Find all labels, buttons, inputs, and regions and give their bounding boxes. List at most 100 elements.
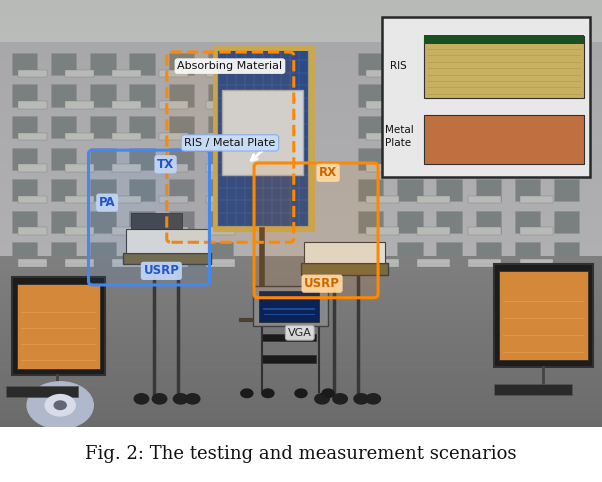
Bar xyxy=(366,259,399,267)
Bar xyxy=(554,84,579,107)
Bar xyxy=(51,242,76,265)
Circle shape xyxy=(54,401,66,410)
Bar xyxy=(206,69,235,77)
Bar xyxy=(159,196,188,203)
Bar xyxy=(129,179,155,201)
Bar xyxy=(112,133,141,140)
Bar xyxy=(129,242,155,265)
Bar xyxy=(366,196,399,203)
Bar xyxy=(554,147,579,170)
Bar xyxy=(417,101,450,109)
Bar xyxy=(358,53,383,75)
Bar xyxy=(90,53,116,75)
Bar xyxy=(65,259,94,267)
Bar xyxy=(476,84,501,107)
Bar xyxy=(159,228,188,235)
Bar xyxy=(397,211,423,233)
Circle shape xyxy=(27,382,93,428)
Bar xyxy=(424,115,584,164)
Circle shape xyxy=(295,389,307,398)
Bar xyxy=(436,53,462,75)
Bar xyxy=(112,228,141,235)
Bar xyxy=(476,147,501,170)
Bar xyxy=(520,228,553,235)
Bar xyxy=(366,69,399,77)
Bar xyxy=(476,179,501,201)
Bar xyxy=(436,84,462,107)
FancyBboxPatch shape xyxy=(88,150,209,285)
Bar xyxy=(515,211,540,233)
Bar xyxy=(51,211,76,233)
Bar xyxy=(468,228,501,235)
Bar xyxy=(397,179,423,201)
Bar xyxy=(417,259,450,267)
Bar xyxy=(262,312,316,320)
Text: PA: PA xyxy=(99,196,116,209)
Bar xyxy=(301,263,388,275)
Bar xyxy=(51,53,76,75)
Bar xyxy=(208,211,233,233)
Bar xyxy=(253,286,328,326)
Bar xyxy=(51,116,76,138)
Text: USRP: USRP xyxy=(304,277,340,290)
Bar xyxy=(12,53,37,75)
Bar xyxy=(129,147,155,170)
Bar xyxy=(520,164,553,172)
Bar xyxy=(112,196,141,203)
Bar xyxy=(206,101,235,109)
Bar xyxy=(515,84,540,107)
Bar xyxy=(424,35,584,44)
Bar xyxy=(51,84,76,107)
Bar xyxy=(520,101,553,109)
Bar xyxy=(90,211,116,233)
Circle shape xyxy=(173,394,188,404)
FancyBboxPatch shape xyxy=(167,52,294,242)
Bar xyxy=(515,179,540,201)
Bar xyxy=(169,147,194,170)
Bar xyxy=(520,133,553,140)
Bar xyxy=(417,196,450,203)
Bar xyxy=(18,196,47,203)
Circle shape xyxy=(322,389,334,398)
Bar xyxy=(18,259,47,267)
Bar xyxy=(436,211,462,233)
Bar xyxy=(366,164,399,172)
Bar xyxy=(51,147,76,170)
Bar xyxy=(358,84,383,107)
Bar xyxy=(90,179,116,201)
Bar xyxy=(468,101,501,109)
Bar xyxy=(169,211,194,233)
Bar xyxy=(12,147,37,170)
Bar xyxy=(417,133,450,140)
Bar xyxy=(520,69,553,77)
Bar xyxy=(397,84,423,107)
Circle shape xyxy=(185,394,200,404)
Bar xyxy=(515,242,540,265)
Bar xyxy=(366,228,399,235)
Text: TX: TX xyxy=(157,158,174,171)
Bar xyxy=(18,133,47,140)
Bar xyxy=(214,47,313,230)
Bar xyxy=(169,53,194,75)
Bar xyxy=(112,101,141,109)
Bar xyxy=(65,101,94,109)
Bar xyxy=(366,101,399,109)
Bar xyxy=(12,211,37,233)
Bar xyxy=(436,116,462,138)
Text: VGA: VGA xyxy=(288,328,312,338)
Text: Absorbing Material: Absorbing Material xyxy=(178,61,282,71)
Bar xyxy=(129,53,155,75)
Bar xyxy=(494,265,593,367)
Text: Metal
Plate: Metal Plate xyxy=(385,125,414,147)
Bar xyxy=(112,259,141,267)
Bar xyxy=(129,84,155,107)
Bar xyxy=(18,101,47,109)
Bar xyxy=(436,147,462,170)
Bar xyxy=(90,242,116,265)
Circle shape xyxy=(366,394,380,404)
Bar xyxy=(159,133,188,140)
Text: RIS: RIS xyxy=(390,61,407,71)
Bar xyxy=(468,69,501,77)
Bar xyxy=(51,179,76,201)
Bar xyxy=(18,164,47,172)
